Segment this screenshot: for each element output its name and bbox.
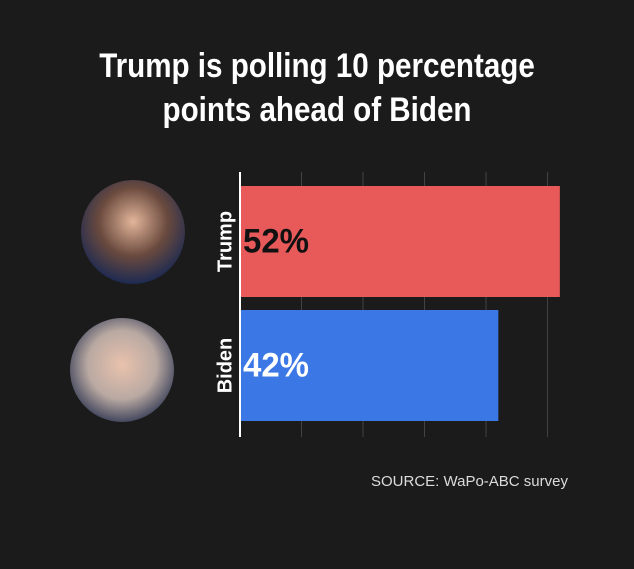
value-label: 42% xyxy=(243,346,309,384)
category-label: Biden xyxy=(214,338,236,394)
portrait-trump xyxy=(81,180,185,284)
source-note: SOURCE: WaPo-ABC survey xyxy=(371,473,568,490)
chart-title: Trump is polling 10 percentage points ah… xyxy=(99,47,535,129)
category-label: Trump xyxy=(214,211,236,272)
value-label: 52% xyxy=(243,222,309,260)
portrait-biden xyxy=(70,318,174,422)
bar xyxy=(240,186,560,297)
bar xyxy=(240,310,499,421)
